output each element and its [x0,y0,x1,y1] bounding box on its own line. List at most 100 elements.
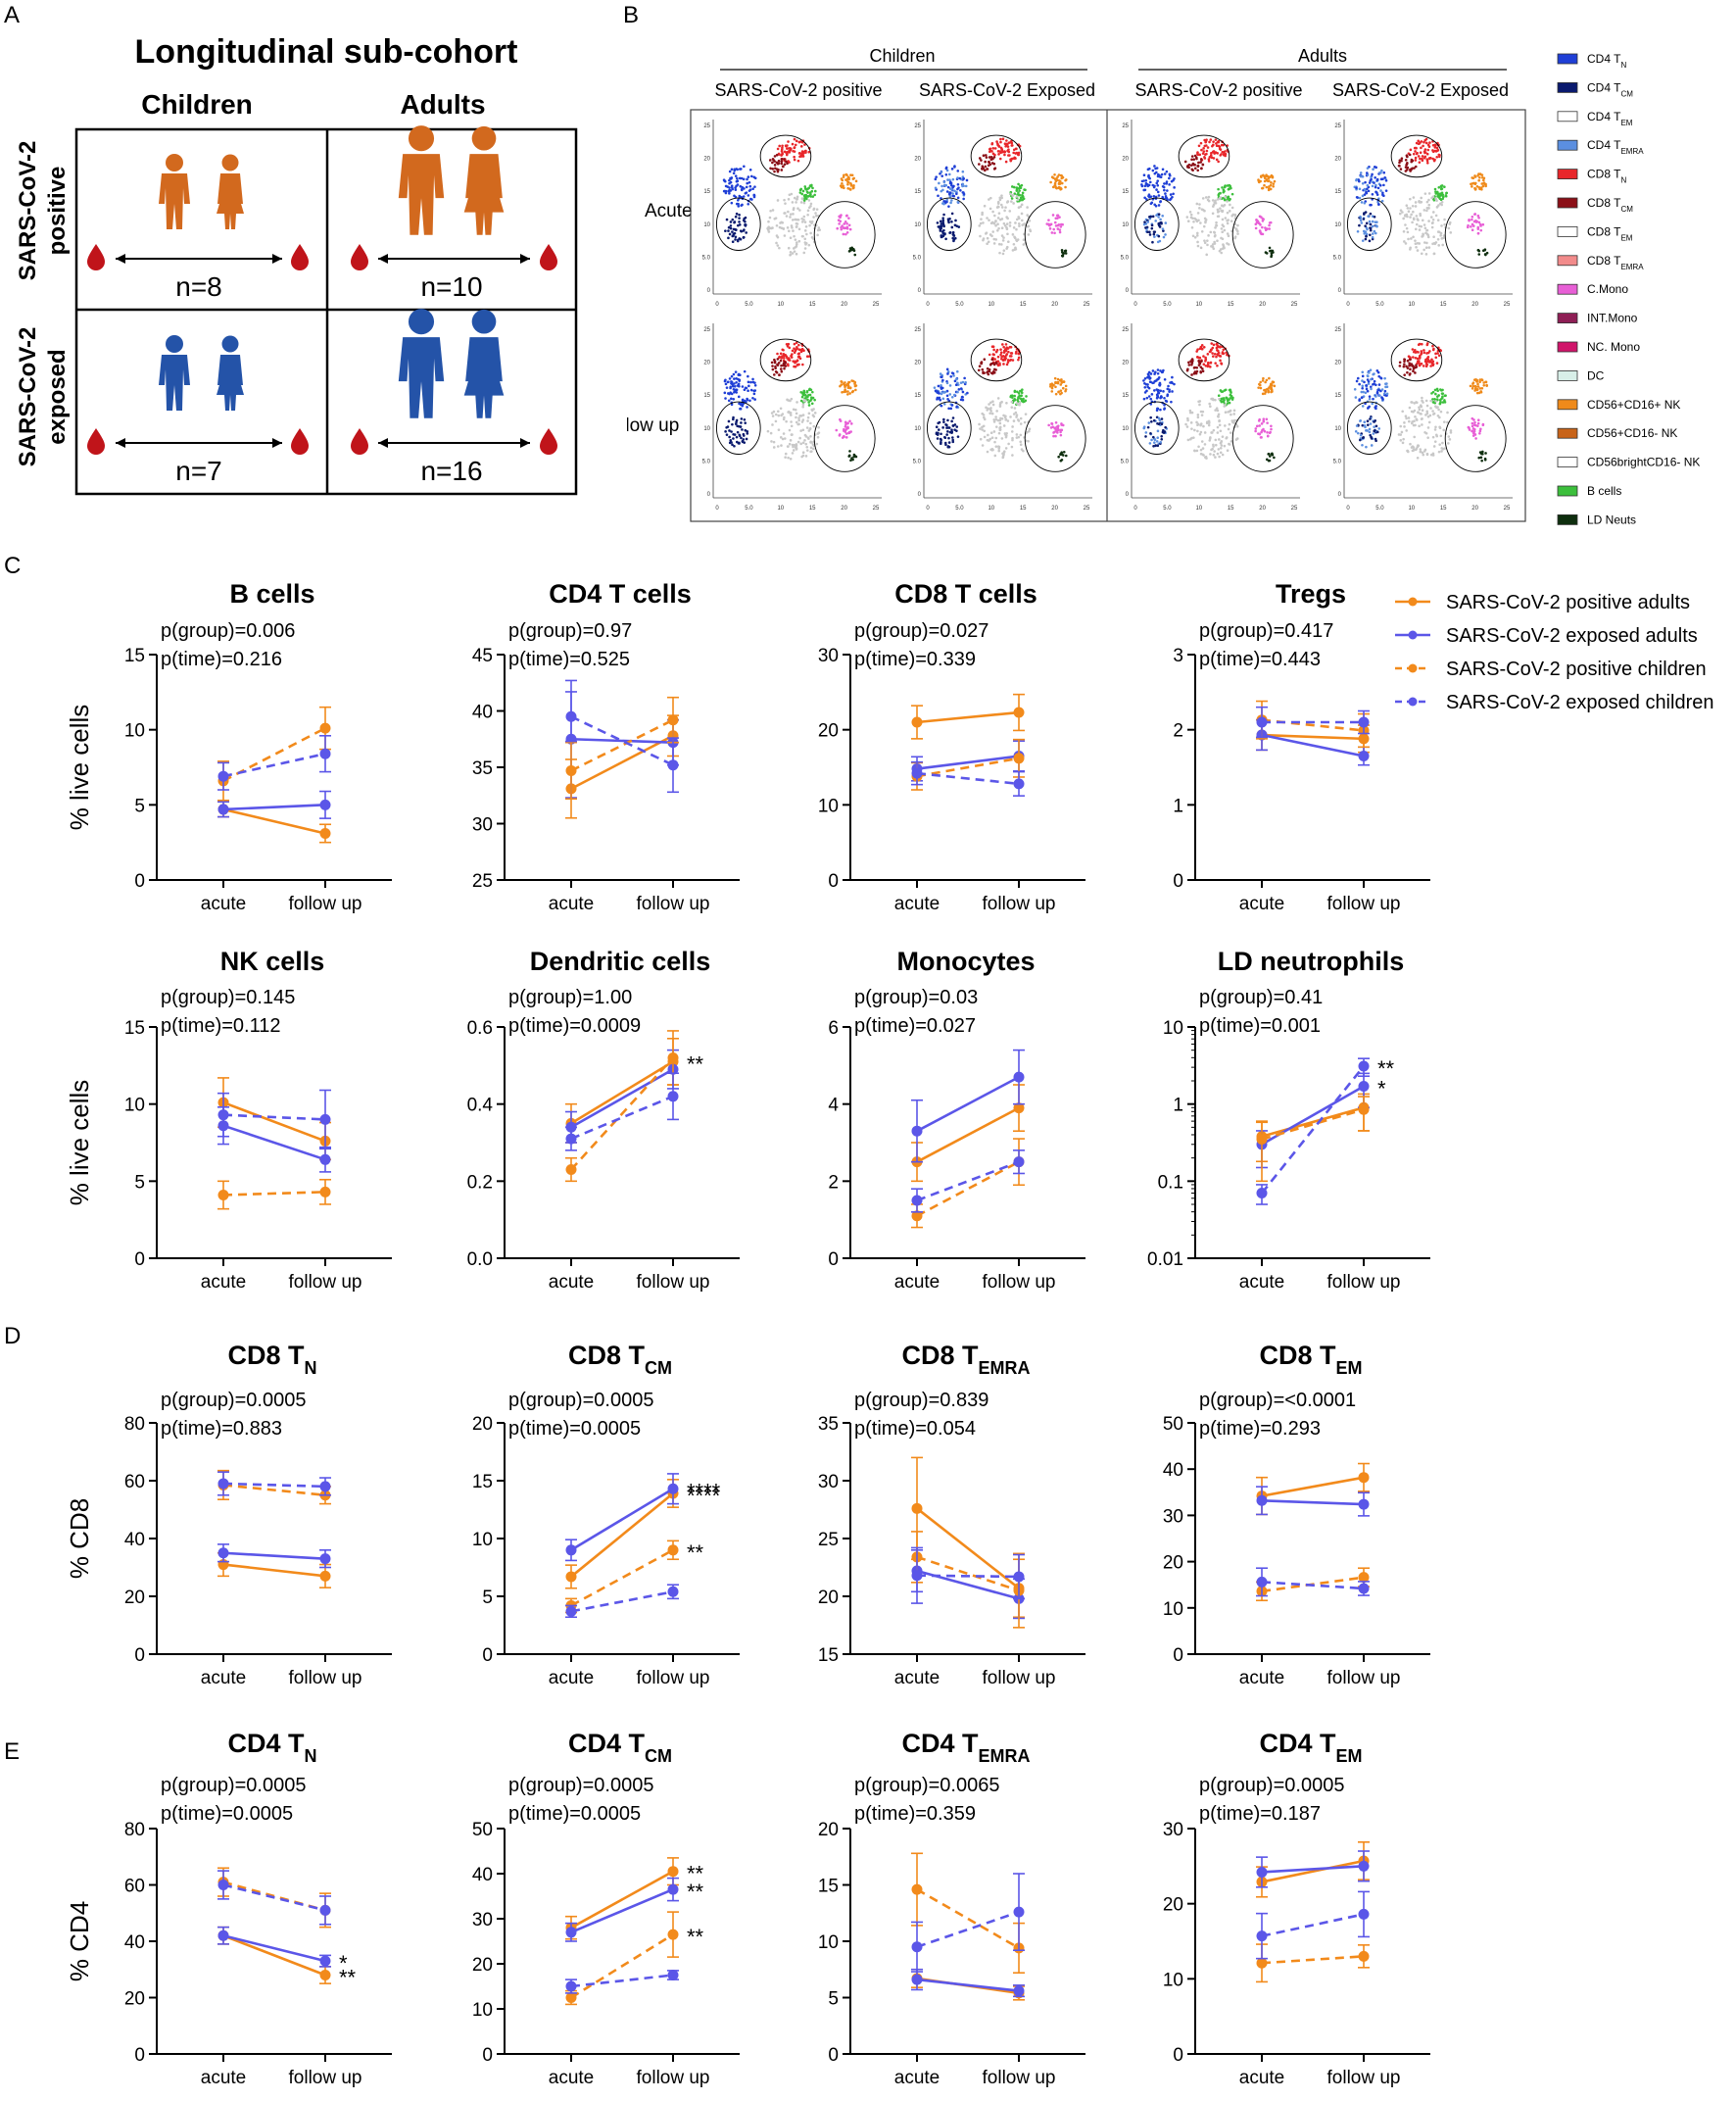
umap-dot [1443,420,1446,423]
umap-dot [776,364,780,366]
umap-dot [1438,153,1441,157]
data-point [319,1904,331,1916]
umap-dot [1017,182,1020,186]
umap-dot [1196,429,1199,433]
umap-dot [775,223,779,227]
umap-dot [809,202,813,206]
umap-dot [847,454,851,458]
umap-dot [734,215,738,219]
umap-dot [730,381,733,385]
umap-dot [1378,183,1382,187]
data-point [1013,1592,1025,1604]
umap-dot [798,191,802,194]
umap-dot [1012,419,1016,422]
umap-dot [773,164,777,167]
umap-dot [1428,141,1431,144]
umap-dot [1060,458,1064,462]
umap-dot [1405,226,1409,230]
umap-dot [1000,226,1004,230]
umap-dot [732,397,736,401]
umap-dot [1419,412,1423,415]
umap-dot [1010,157,1014,161]
umap-dot [1004,343,1008,346]
umap-x-tick: 0 [715,506,719,512]
umap-x-tick: 5.0 [955,302,964,308]
umap-dot [1269,220,1273,224]
umap-dot [1144,178,1148,182]
row-header-positive-line1: SARS-CoV-2 [15,141,41,281]
umap-dot [771,415,775,417]
umap-dot [747,380,750,384]
umap-dot [1254,429,1257,433]
data-point [1358,1498,1370,1510]
umap-dot [782,417,786,421]
umap-gate [1390,338,1443,382]
umap-dot [949,374,953,378]
umap-dot [1236,223,1239,227]
umap-dot [1203,241,1207,245]
umap-dot [1018,403,1021,407]
umap-dot [1269,187,1273,191]
umap-dot [792,213,795,216]
y-tick-label: 20 [472,1955,493,1976]
umap-dot [735,381,738,384]
umap-dot [751,187,754,190]
umap-dot [1374,166,1377,170]
legend-swatch [1557,457,1578,468]
umap-dot [1424,246,1428,250]
data-point [667,714,679,726]
data-point [1256,1139,1268,1150]
umap-dot [1186,416,1189,420]
umap-dot [1216,215,1220,219]
umap-dot [768,216,772,220]
x-tick-label: follow up [983,1668,1056,1688]
umap-dot [846,180,849,183]
umap-dot [1214,362,1218,365]
umap-dot [1050,231,1054,234]
umap-dot [988,353,991,357]
umap-dot [1224,152,1228,156]
umap-dot [743,369,747,373]
umap-dot [1146,230,1149,234]
umap-dot [1429,216,1433,219]
umap-dot [1366,423,1370,426]
chart-title: Tregs [1276,579,1346,609]
umap-dot [1359,174,1363,178]
umap-dot [732,171,736,175]
umap-dot [1193,366,1197,369]
umap-dot [795,341,798,345]
umap-dot [1011,425,1014,428]
umap-dot [847,250,851,253]
umap-dot [1062,252,1065,256]
data-point [217,1880,229,1890]
umap-dot [1156,190,1160,194]
umap-dot [1230,186,1232,190]
umap-dot [944,423,947,426]
umap-dot [1153,441,1156,444]
umap-dot [787,342,791,346]
umap-dot [1210,245,1213,248]
umap-dot [727,419,731,423]
y-axis-label: % live cells [65,705,94,831]
umap-dot [803,439,806,442]
umap-dot [1206,243,1209,247]
umap-dot [1015,151,1019,155]
umap-dot [1151,169,1155,172]
umap-dot [1060,381,1064,384]
umap-dot [1224,150,1227,153]
series-line [1261,733,1365,757]
umap-dot [993,167,997,171]
umap-dot [1423,351,1426,355]
umap-dot [938,181,940,185]
umap-dot [844,436,848,439]
umap-dot [1165,170,1169,173]
umap-dot [1479,427,1482,431]
umap-dot [1426,426,1430,429]
umap-x-tick: 25 [1084,302,1090,308]
y-tick-label: 0.2 [467,1172,493,1193]
umap-dot [1015,218,1019,221]
panel-label-c: C [4,553,22,579]
data-point [1013,1583,1025,1594]
umap-dot [1434,392,1437,396]
